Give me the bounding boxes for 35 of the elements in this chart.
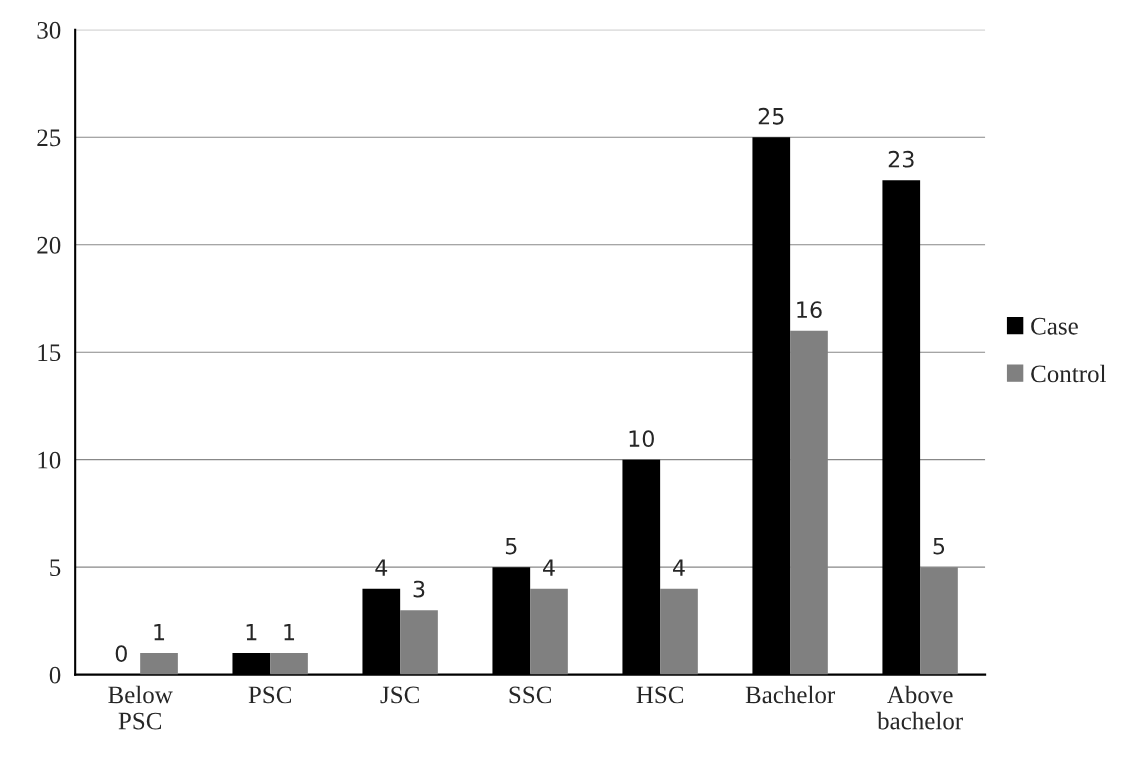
y-tick-label: 20 bbox=[37, 236, 61, 254]
data-label: 25 bbox=[758, 107, 784, 125]
y-tick-label: 30 bbox=[37, 21, 61, 39]
y-tick-label: 25 bbox=[37, 129, 61, 147]
y-tick-label: 0 bbox=[49, 666, 61, 684]
bar bbox=[660, 588, 698, 675]
bar bbox=[400, 610, 438, 675]
y-tick-label: 10 bbox=[38, 451, 61, 469]
data-label: 4 bbox=[673, 559, 685, 576]
y-tick-label: 5 bbox=[50, 559, 61, 577]
data-label: 3 bbox=[413, 580, 425, 598]
data-label: 4 bbox=[543, 559, 555, 576]
x-tick-label: PSC bbox=[248, 686, 292, 704]
legend-label: Case bbox=[1031, 317, 1078, 335]
x-tick-label: Above bachelor bbox=[877, 685, 963, 730]
data-label: 10 bbox=[629, 430, 654, 448]
legend-label: Control bbox=[1031, 364, 1107, 383]
x-tick-label: JSC bbox=[380, 686, 419, 704]
data-label: 23 bbox=[888, 150, 914, 168]
data-label: 5 bbox=[505, 537, 517, 555]
data-label: 0 bbox=[115, 645, 127, 662]
x-tick-label: Bachelor bbox=[745, 685, 836, 704]
data-label: 16 bbox=[797, 301, 822, 319]
x-tick-label: SSC bbox=[509, 686, 552, 704]
x-tick-label: Below PSC bbox=[108, 685, 173, 730]
data-label: 1 bbox=[154, 623, 165, 641]
bar bbox=[270, 653, 308, 675]
bar bbox=[530, 588, 568, 675]
bar bbox=[140, 653, 178, 675]
y-tick-label: 15 bbox=[38, 344, 61, 362]
data-label: 1 bbox=[284, 623, 295, 641]
data-label: 5 bbox=[933, 537, 945, 555]
x-tick-label: HSC bbox=[636, 686, 684, 704]
data-label: 1 bbox=[246, 623, 257, 641]
data-label: 4 bbox=[375, 559, 388, 576]
